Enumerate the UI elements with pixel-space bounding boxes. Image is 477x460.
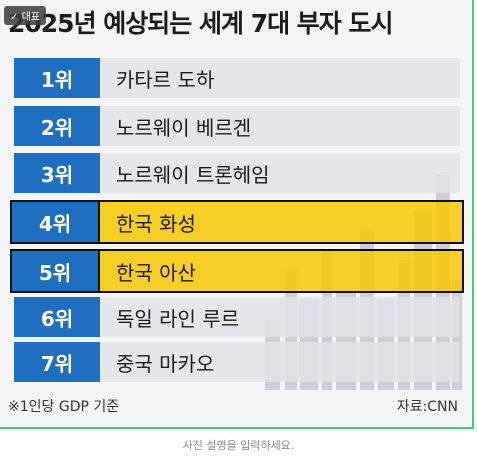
city: 한국 화성	[100, 202, 462, 242]
rank: 4위	[12, 202, 100, 242]
rank: 1위	[14, 58, 100, 98]
rank: 6위	[14, 297, 100, 337]
row: 7위 중국 마카오	[14, 342, 460, 382]
row: 1위 카타르 도하	[14, 58, 460, 98]
city: 노르웨이 베르겐	[100, 106, 460, 146]
badge: ✓ 대표	[4, 6, 46, 25]
source: 자료:CNN	[396, 399, 458, 415]
row-highlight: 5위 한국 아산	[10, 249, 464, 293]
rank: 3위	[14, 153, 100, 193]
city: 독일 라인 루르	[100, 297, 460, 337]
row: 3위 노르웨이 트론헤임	[14, 153, 460, 193]
city: 중국 마카오	[100, 342, 460, 382]
infographic: ✓ 대표 2025년 예상되는 세계 7대 부자 도시 1위 카타르 도하 2위 노…	[0, 0, 474, 429]
caption[interactable]: 사진 설명을 입력하세요.	[182, 439, 295, 452]
city: 노르웨이 트론헤임	[100, 153, 460, 193]
rank: 7위	[14, 342, 100, 382]
row: 2위 노르웨이 베르겐	[14, 106, 460, 146]
footnote: ※1인당 GDP 기준	[8, 399, 120, 415]
rank: 5위	[12, 251, 100, 291]
rank: 2위	[14, 106, 100, 146]
city: 한국 아산	[100, 251, 462, 291]
row-highlight: 4위 한국 화성	[10, 200, 464, 244]
title: 2025년 예상되는 세계 7대 부자 도시	[8, 9, 393, 38]
city: 카타르 도하	[100, 58, 460, 98]
row: 6위 독일 라인 루르	[14, 297, 460, 337]
